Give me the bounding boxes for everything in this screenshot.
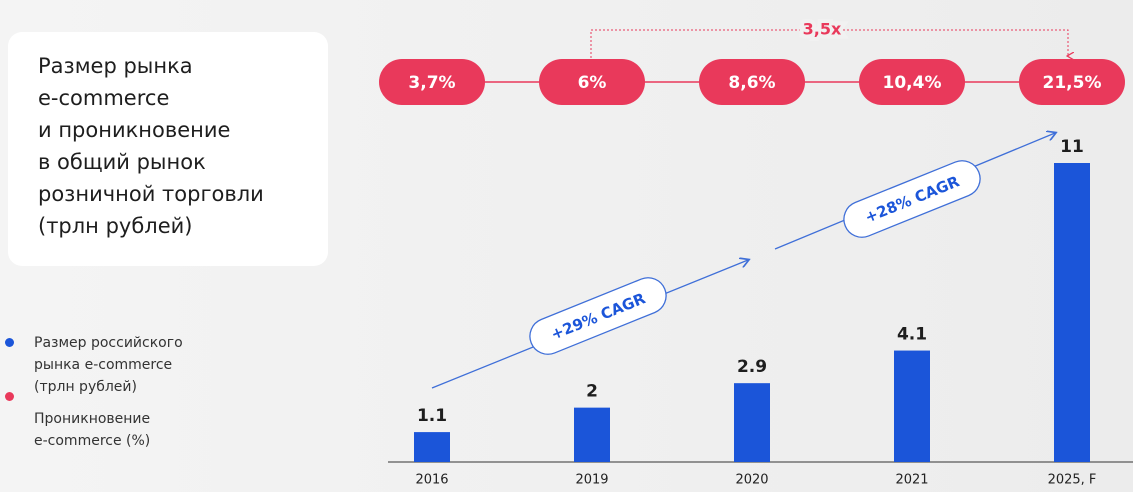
x-tick-label: 2020 bbox=[735, 473, 768, 488]
value-label: 2.9 bbox=[737, 357, 767, 377]
pill-label: 10,4% bbox=[883, 73, 942, 93]
value-label: 1.1 bbox=[417, 406, 447, 426]
penetration-pill bbox=[539, 59, 645, 105]
bar bbox=[894, 350, 930, 462]
legend-label: Размер российского рынка e-commerce (трл… bbox=[34, 335, 183, 395]
cagr-badge: +29% CAGR bbox=[529, 277, 667, 355]
value-label: 2 bbox=[586, 382, 598, 402]
value-label: 4.1 bbox=[897, 325, 927, 345]
x-tick-label: 2025, F bbox=[1048, 473, 1097, 488]
pill-label: 21,5% bbox=[1043, 73, 1102, 93]
chart-title: Размер рынка e-commerce и проникновение … bbox=[8, 32, 328, 266]
cagr-badge: +28% CAGR bbox=[843, 160, 981, 238]
legend-marker bbox=[5, 392, 14, 401]
annotation: 3,5x bbox=[803, 20, 842, 39]
penetration-pill bbox=[1019, 59, 1125, 105]
penetration-pill bbox=[699, 59, 805, 105]
pill-label: 6% bbox=[578, 73, 607, 93]
x-tick-label: 2021 bbox=[895, 473, 928, 488]
value-label: 11 bbox=[1060, 137, 1084, 157]
bar bbox=[574, 407, 610, 462]
legend-marker bbox=[5, 338, 14, 347]
x-tick-label: 2016 bbox=[415, 473, 448, 488]
bracket bbox=[590, 29, 1068, 58]
legend-label: Проникновение e-commerce (%) bbox=[34, 411, 151, 449]
bar bbox=[414, 432, 450, 462]
penetration-pill bbox=[379, 59, 485, 105]
penetration-pill bbox=[859, 59, 965, 105]
pill-label: 3,7% bbox=[408, 73, 455, 93]
bar bbox=[1054, 163, 1090, 462]
bar bbox=[734, 383, 770, 462]
x-tick-label: 2019 bbox=[575, 473, 608, 488]
pill-label: 8,6% bbox=[728, 73, 775, 93]
